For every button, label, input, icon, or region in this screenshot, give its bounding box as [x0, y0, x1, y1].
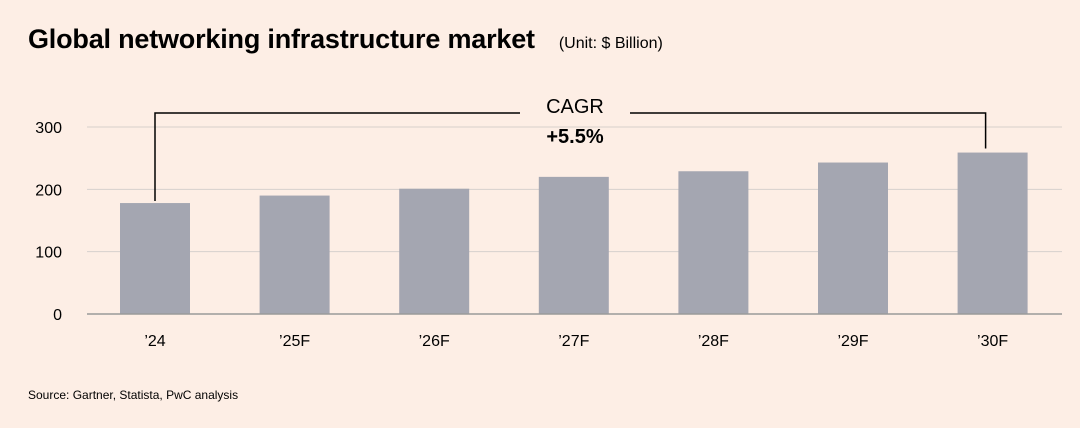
cagr-bracket-left — [154, 112, 520, 202]
y-tick-label: 200 — [35, 182, 62, 199]
x-tick-label: ’24 — [144, 333, 165, 350]
chart-title: Global networking infrastructure market — [28, 24, 535, 54]
y-tick-label: 100 — [35, 245, 62, 262]
y-tick-label: 300 — [35, 120, 62, 137]
bar — [259, 195, 330, 314]
bar — [538, 176, 609, 314]
cagr-bracket-right — [630, 112, 987, 149]
y-tick-label: 0 — [53, 307, 62, 324]
x-tick-label: ’26F — [419, 333, 450, 350]
chart-header: Global networking infrastructure market … — [28, 24, 663, 55]
x-tick-label: ’30F — [977, 333, 1008, 350]
x-tick-label: ’27F — [558, 333, 589, 350]
source-note: Source: Gartner, Statista, PwC analysis — [28, 388, 239, 402]
x-tick-label: ’29F — [837, 333, 868, 350]
bar — [120, 203, 190, 314]
x-tick-label: ’25F — [279, 333, 310, 350]
cagr-value: +5.5% — [546, 126, 603, 148]
bar — [399, 188, 470, 314]
chart-unit-label: (Unit: $ Billion) — [558, 35, 663, 52]
x-tick-label: ’28F — [698, 333, 729, 350]
bar — [678, 171, 749, 314]
bar — [957, 152, 1028, 314]
cagr-label: CAGR — [546, 96, 604, 118]
bar — [818, 162, 888, 314]
